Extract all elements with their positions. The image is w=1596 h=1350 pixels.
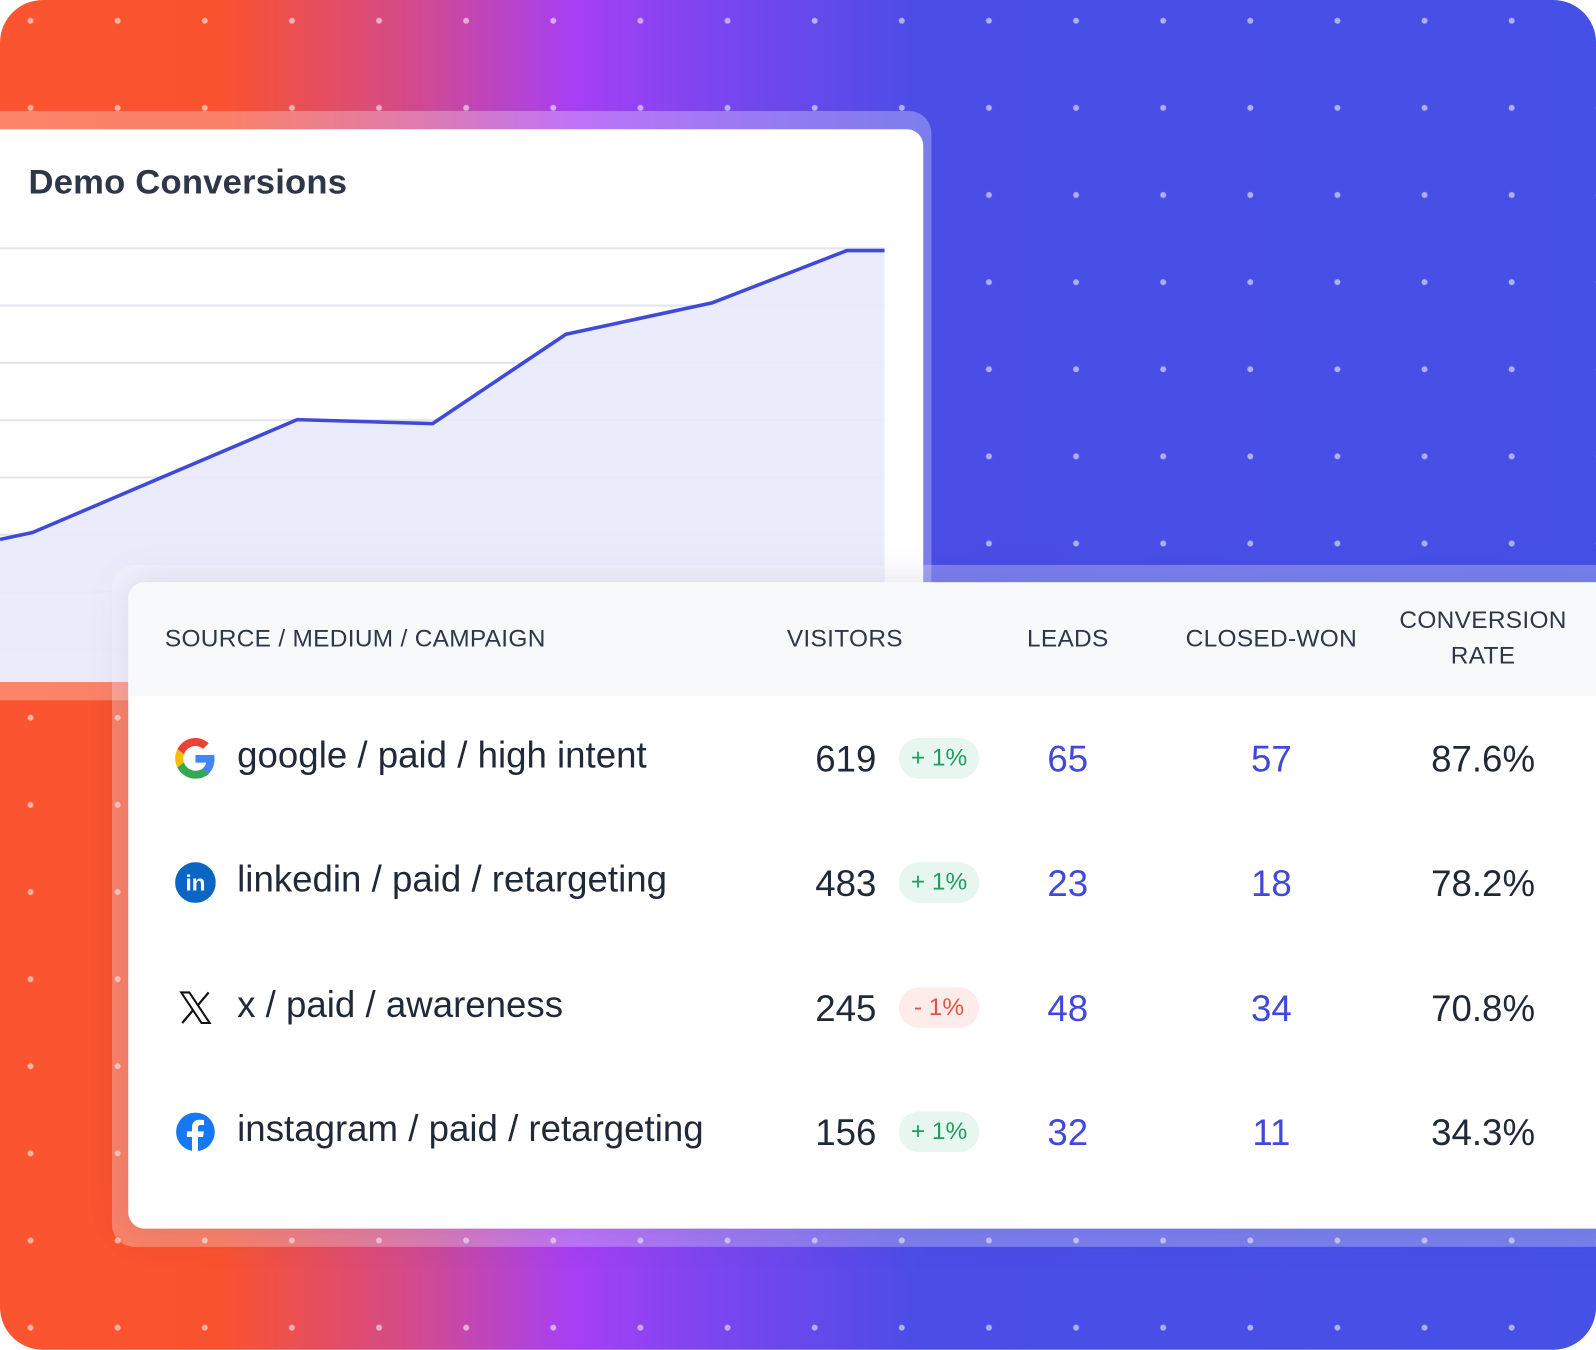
facebook-icon (175, 1112, 216, 1153)
source-label[interactable]: instagram / paid / retargeting (237, 1107, 704, 1150)
conversion-rate-value: 70.8% (1431, 987, 1536, 1030)
header-conversion-rate-line2: Rate (1450, 642, 1516, 670)
x-icon (175, 987, 216, 1028)
leads-value: 23 (1047, 862, 1089, 904)
linkedin-icon: in (175, 862, 216, 903)
table-row[interactable]: google / paid / high intent 619 + 1% 65 … (128, 707, 1596, 809)
change-badge: + 1% (898, 862, 980, 903)
chart-title: Demo Conversions (28, 162, 348, 202)
conversion-rate-value: 78.2% (1431, 862, 1536, 904)
leads-value: 48 (1047, 987, 1089, 1030)
closed-won-value: 34 (1250, 987, 1292, 1030)
visitors-value: 156 (815, 1111, 877, 1154)
header-source[interactable]: Source / Medium / Campaign (164, 624, 546, 653)
leads-value: 65 (1047, 737, 1089, 780)
header-conversion-rate[interactable]: Conversion Rate (1381, 603, 1585, 674)
closed-won-value: 11 (1252, 1111, 1291, 1154)
leads-value: 32 (1047, 1111, 1089, 1154)
header-closed-won[interactable]: Closed-Won (1185, 624, 1358, 653)
closed-won-value: 57 (1250, 737, 1292, 780)
table-header: Source / Medium / Campaign Visitors Lead… (128, 582, 1596, 697)
svg-text:in: in (185, 871, 205, 896)
closed-won-value: 18 (1250, 862, 1292, 904)
conversion-rate-value: 34.3% (1431, 1111, 1536, 1154)
series-line (0, 248, 885, 542)
visitors-value: 483 (815, 862, 877, 904)
change-badge: + 1% (898, 1111, 980, 1153)
visitors-value: 245 (815, 987, 877, 1030)
source-label[interactable]: google / paid / high intent (237, 733, 647, 776)
google-icon (175, 737, 216, 779)
visitors-value: 619 (815, 737, 877, 780)
table-row[interactable]: instagram / paid / retargeting 156 + 1% … (128, 1081, 1596, 1183)
header-conversion-rate-line1: Conversion (1399, 606, 1567, 635)
campaign-table: Source / Medium / Campaign Visitors Lead… (128, 582, 1596, 1229)
header-leads[interactable]: Leads (1026, 624, 1109, 653)
table-row[interactable]: x / paid / awareness 245 - 1% 48 34 70.8… (128, 957, 1596, 1059)
source-label[interactable]: linkedin / paid / retargeting (237, 858, 667, 900)
area-fill (0, 250, 885, 682)
change-badge: + 1% (898, 737, 980, 779)
header-visitors[interactable]: Visitors (786, 624, 903, 653)
conversion-rate-value: 87.6% (1431, 737, 1536, 780)
table-row[interactable]: in linkedin / paid / retargeting 483 + 1… (128, 832, 1596, 934)
source-label[interactable]: x / paid / awareness (237, 983, 564, 1026)
change-badge: - 1% (898, 987, 980, 1029)
